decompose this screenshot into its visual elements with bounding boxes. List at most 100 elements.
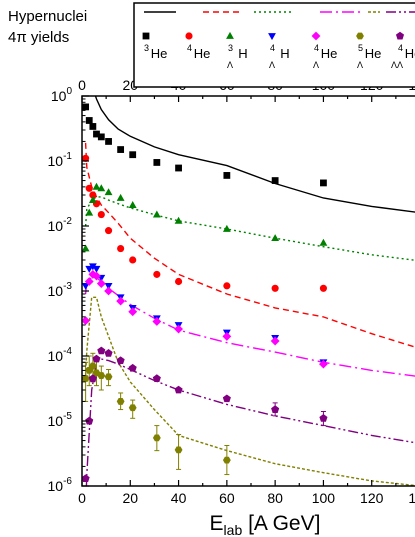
- legend-label-he4l: He: [321, 46, 338, 61]
- point-he4l: [88, 269, 98, 279]
- point-he4ll: [152, 374, 161, 382]
- point-he4ll: [88, 374, 97, 382]
- x-tick-label: 20: [122, 490, 138, 506]
- x-tick-label: 100: [312, 490, 336, 506]
- legend-label-sub-he5l: Λ: [357, 60, 363, 70]
- point-he4: [104, 227, 113, 235]
- legend-marker-he4ll: [395, 31, 405, 40]
- x-tick-label: 80: [267, 490, 283, 506]
- point-h3l: [128, 200, 137, 208]
- legend-marker-h3l: [226, 31, 234, 39]
- y-tick-label: 10-5: [48, 411, 73, 429]
- point-he4l: [174, 324, 183, 334]
- point-he5l: [128, 404, 137, 412]
- x-tick-label: 140: [408, 490, 415, 506]
- point-h3l: [116, 193, 125, 201]
- point-he3: [117, 146, 125, 153]
- point-he4ll: [92, 354, 101, 363]
- point-he5l: [116, 398, 125, 405]
- point-he4l: [319, 359, 328, 369]
- y-tick-label-exp: -4: [63, 346, 72, 357]
- y-tick-label-exp: 0: [66, 86, 72, 97]
- point-he3: [85, 117, 93, 124]
- point-he4l: [128, 307, 138, 317]
- point-he4l: [81, 316, 91, 326]
- curve-he5l: [84, 296, 415, 486]
- point-he4: [175, 277, 183, 286]
- point-he4: [82, 154, 90, 162]
- point-h3l: [174, 216, 183, 224]
- point-he5l: [88, 362, 97, 370]
- legend-marker-h4l: [268, 33, 276, 41]
- point-he5l: [174, 446, 183, 454]
- y-tick-label: 10-1: [48, 151, 73, 169]
- point-he5l: [104, 373, 113, 381]
- y-tick-label-base: 10: [48, 153, 64, 169]
- legend-marker-he3: [142, 32, 150, 40]
- point-h4l: [88, 263, 97, 271]
- data-markers: [81, 103, 328, 483]
- legend-label-sup-h3l: 3: [228, 43, 233, 53]
- point-h3l: [152, 210, 161, 218]
- point-he3: [82, 103, 90, 111]
- legend-label-sup-he3: 3: [144, 43, 149, 53]
- legend-label-sub-h4l: Λ: [269, 60, 275, 70]
- y-tick-label-base: 10: [51, 88, 67, 104]
- point-h4l: [104, 282, 113, 290]
- point-h3l: [88, 196, 97, 204]
- x-tick-label: 120: [360, 490, 384, 506]
- legend-label-he4: He: [194, 46, 211, 61]
- y-tick-label-base: 10: [48, 413, 64, 429]
- point-he4l: [96, 279, 106, 289]
- point-he3: [89, 123, 97, 130]
- curve-he4ll: [85, 358, 415, 486]
- legend-marker-he5l: [356, 32, 364, 40]
- x-tick-label: 0: [78, 490, 86, 506]
- model-curves: [84, 96, 415, 486]
- point-he4: [97, 210, 105, 219]
- point-he4ll: [104, 349, 113, 357]
- point-he5l: [81, 375, 90, 382]
- point-he4l: [84, 277, 94, 286]
- point-he4l: [92, 271, 101, 281]
- y-tick-label-base: 10: [48, 283, 64, 299]
- point-he3: [271, 177, 279, 184]
- point-he5l: [152, 434, 161, 442]
- point-h3l: [104, 188, 113, 196]
- y-tick-label-base: 10: [48, 218, 64, 234]
- legend-marker-he4l: [311, 31, 321, 41]
- point-he4: [117, 244, 125, 253]
- point-he4ll: [116, 356, 125, 365]
- legend-label-he5l: He: [365, 46, 382, 61]
- point-h3l: [85, 208, 94, 216]
- point-he3: [129, 151, 137, 159]
- point-he4: [129, 256, 137, 264]
- point-h3l: [319, 238, 328, 246]
- y-tick-label: 100: [51, 86, 73, 104]
- y-tick-label: 10-2: [48, 216, 73, 234]
- point-he4: [319, 284, 327, 292]
- legend-label-sup-he4: 4: [187, 43, 192, 53]
- y-tick-label-exp: -1: [63, 151, 72, 162]
- y-tick-label: 10-4: [48, 346, 73, 364]
- point-he4ll: [128, 363, 137, 372]
- point-he4ll: [81, 474, 90, 483]
- legend-label-sup-he5l: 5: [358, 43, 363, 53]
- legend-label-sub-he4l: Λ: [313, 60, 319, 70]
- point-h4l: [85, 265, 94, 273]
- point-h4l: [92, 265, 101, 273]
- y-tick-label-exp: -5: [63, 411, 72, 422]
- point-h3l: [97, 184, 106, 192]
- legend-label-sub-he4ll: ΛΛ: [391, 60, 403, 70]
- y-tick-label-base: 10: [48, 478, 64, 494]
- point-h3l: [222, 224, 231, 232]
- y-tick-label-exp: -2: [63, 216, 72, 227]
- point-h3l: [81, 244, 90, 252]
- point-he4l: [222, 332, 232, 341]
- point-he3: [153, 159, 161, 166]
- point-he3: [97, 133, 105, 141]
- legend-label-he3: He: [151, 46, 168, 61]
- legend-label-he4ll: He: [405, 46, 415, 61]
- chart-title-line-2: 4π yields: [8, 29, 70, 46]
